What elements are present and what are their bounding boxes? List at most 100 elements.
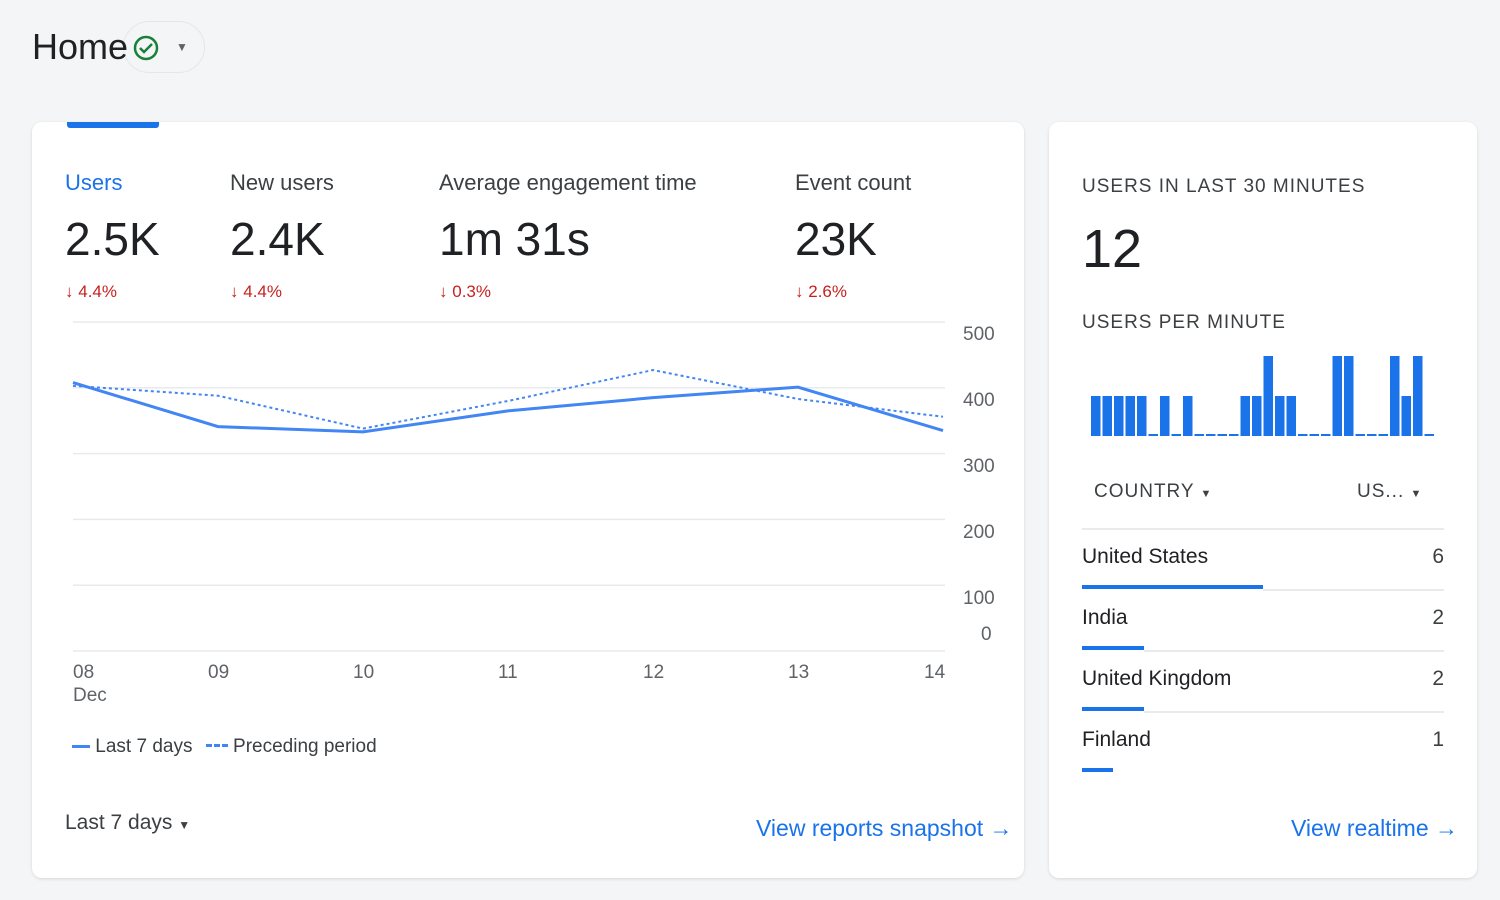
country-name: India — [1082, 606, 1128, 629]
metric-value: 1m 31s — [439, 213, 590, 265]
date-range-dropdown[interactable]: Last 7 days ▼ — [65, 811, 190, 835]
x-tick: 12 — [643, 662, 665, 683]
minute-bar[interactable] — [1424, 434, 1435, 436]
line-chart — [72, 321, 945, 652]
country-share-bar — [1082, 585, 1263, 589]
status-dropdown[interactable] — [124, 22, 204, 72]
minute-bar[interactable] — [1286, 396, 1297, 436]
caret-down-icon: ▼ — [1410, 488, 1423, 500]
legend-solid-swatch — [72, 745, 90, 749]
x-tick: 10 — [353, 662, 375, 683]
metric-value: 2.5K — [65, 213, 160, 265]
active-tab-indicator — [67, 122, 159, 128]
arrow-right-icon: → — [1435, 815, 1459, 841]
y-tick: 100 — [963, 588, 995, 609]
minute-bar[interactable] — [1206, 434, 1216, 436]
minute-bar[interactable] — [1413, 356, 1423, 436]
x-tick: 09 — [208, 662, 230, 683]
x-tick: 13 — [788, 662, 810, 683]
series-line-solid — [72, 381, 944, 434]
dimension-label: COUNTRY — [1094, 481, 1195, 502]
minute-bar[interactable] — [1125, 396, 1136, 436]
chevron-down-icon[interactable]: ▼ — [176, 40, 188, 54]
legend-item: Last 7 days — [95, 736, 193, 757]
metric-delta: 0.3% — [452, 282, 491, 301]
minute-bar[interactable] — [1194, 434, 1205, 436]
minute-bar[interactable] — [1171, 434, 1182, 436]
minute-bar[interactable] — [1229, 434, 1239, 436]
country-name: Finland — [1082, 728, 1151, 751]
legend-dashed-swatch — [205, 743, 228, 750]
minute-bar[interactable] — [1217, 434, 1228, 436]
y-tick: 200 — [963, 522, 995, 543]
arrow-right-icon: → — [989, 815, 1013, 841]
realtime-count: 12 — [1082, 219, 1143, 279]
x-tick-month: Dec — [73, 685, 107, 706]
metric-label: New users — [230, 170, 334, 195]
metric-delta: 2.6% — [808, 282, 847, 301]
minute-bar[interactable] — [1114, 396, 1124, 436]
date-range-label: Last 7 days — [65, 811, 173, 834]
overview-card — [32, 122, 1024, 878]
per-minute-label: USERS PER MINUTE — [1082, 312, 1286, 333]
x-tick: 08 — [73, 662, 95, 683]
metric-delta: 4.4% — [243, 282, 282, 301]
legend-item: Preceding period — [233, 736, 377, 757]
minute-bar[interactable] — [1160, 396, 1170, 436]
metric-label: Average engagement time — [439, 170, 697, 195]
page-title: Home — [32, 26, 129, 67]
country-value: 2 — [1432, 667, 1444, 690]
metric-delta: 4.4% — [78, 282, 117, 301]
view-reports-snapshot-link[interactable]: View reports snapshot → — [756, 815, 1013, 842]
minute-bar[interactable] — [1183, 396, 1193, 436]
metric-value: 23K — [795, 213, 877, 265]
country-dimension-dropdown[interactable]: COUNTRY ▼ — [1094, 481, 1212, 503]
divider — [1143, 650, 1444, 652]
minute-bar[interactable] — [1367, 434, 1377, 436]
minute-bar[interactable] — [1309, 434, 1320, 436]
x-tick: 14 — [924, 662, 946, 683]
country-share-bar — [1082, 768, 1113, 772]
y-tick: 300 — [963, 456, 995, 477]
minute-bar[interactable] — [1091, 396, 1101, 436]
country-name: United States — [1082, 545, 1209, 568]
minute-bar[interactable] — [1240, 396, 1251, 436]
minute-bar[interactable] — [1275, 396, 1285, 436]
metric-label: Event count — [795, 170, 912, 195]
x-tick: 11 — [498, 662, 518, 683]
caret-down-icon: ▼ — [1200, 488, 1213, 500]
minute-bar[interactable] — [1102, 396, 1113, 436]
caret-down-icon: ▼ — [178, 818, 191, 832]
y-tick: 0 — [981, 624, 992, 645]
minute-bar[interactable] — [1390, 356, 1400, 436]
check-circle-icon — [133, 35, 159, 61]
users-per-minute-chart — [1091, 356, 1435, 436]
y-tick: 500 — [963, 324, 995, 345]
minute-bar[interactable] — [1137, 396, 1147, 436]
minute-bar[interactable] — [1252, 396, 1262, 436]
divider — [1263, 589, 1444, 591]
link-label: View realtime — [1291, 815, 1429, 841]
minute-bar[interactable] — [1298, 434, 1308, 436]
minute-bar[interactable] — [1148, 434, 1159, 436]
metric-label: US... — [1357, 481, 1405, 502]
country-value: 1 — [1432, 728, 1444, 751]
view-realtime-link[interactable]: View realtime → — [1291, 815, 1458, 842]
minute-bar[interactable] — [1263, 356, 1274, 436]
link-label: View reports snapshot — [756, 815, 984, 841]
realtime-card — [1049, 122, 1477, 878]
metric-dropdown[interactable]: US... ▼ — [1357, 481, 1422, 503]
minute-bar[interactable] — [1332, 356, 1343, 436]
country-name: United Kingdom — [1082, 667, 1232, 690]
minute-bar[interactable] — [1378, 434, 1389, 436]
minute-bar[interactable] — [1344, 356, 1354, 436]
country-value: 6 — [1432, 545, 1444, 568]
y-tick: 400 — [963, 390, 995, 411]
chart-legend: Last 7 days Preceding period — [72, 736, 377, 758]
minute-bar[interactable] — [1401, 396, 1412, 436]
country-value: 2 — [1432, 606, 1444, 629]
minute-bar[interactable] — [1355, 434, 1366, 436]
minute-bar[interactable] — [1321, 434, 1331, 436]
country-share-bar — [1082, 707, 1144, 711]
divider — [1143, 711, 1444, 713]
